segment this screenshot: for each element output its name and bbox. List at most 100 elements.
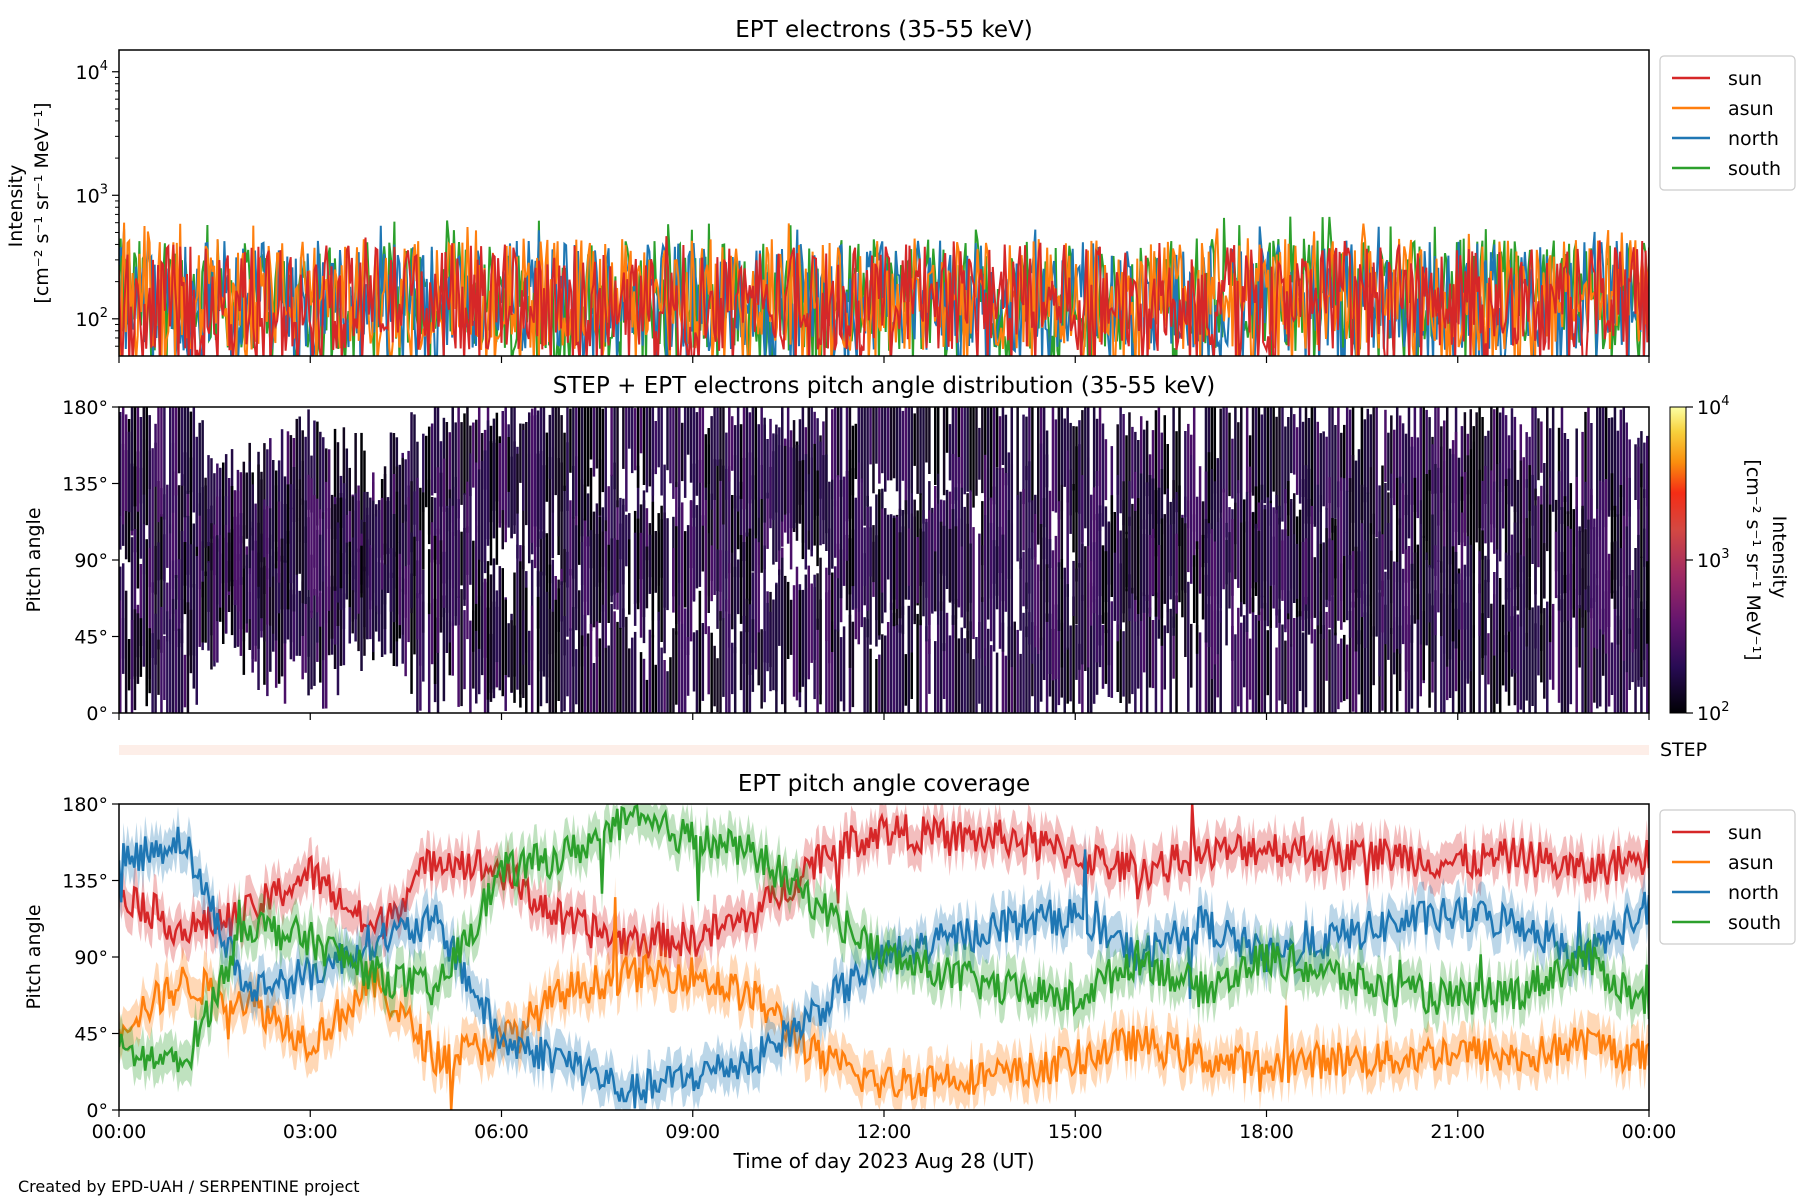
heatmap-cell bbox=[1619, 485, 1623, 587]
heatmap-cell bbox=[739, 535, 743, 624]
heatmap-cell bbox=[1134, 596, 1137, 713]
heatmap-cell bbox=[1522, 610, 1525, 713]
heatmap-cell bbox=[954, 526, 958, 639]
heatmap-cell bbox=[1007, 510, 1011, 660]
x-tick-label: 15:00 bbox=[1048, 1121, 1103, 1143]
heatmap-cell bbox=[1410, 615, 1414, 709]
heatmap-cell bbox=[675, 407, 678, 488]
heatmap-cell bbox=[1145, 594, 1149, 713]
heatmap-cell bbox=[1016, 407, 1019, 500]
heatmap-cell bbox=[1298, 509, 1302, 617]
heatmap-cell bbox=[963, 638, 966, 713]
heatmap-cell bbox=[1307, 418, 1311, 517]
heatmap-cell bbox=[881, 508, 884, 593]
heatmap-cell bbox=[248, 592, 251, 650]
heatmap-cell bbox=[725, 468, 728, 579]
heatmap-cell bbox=[869, 527, 872, 645]
heatmap-cell bbox=[1381, 465, 1384, 597]
heatmap-cell bbox=[1416, 544, 1420, 620]
heatmap-cell bbox=[1484, 465, 1487, 544]
heatmap-cell bbox=[1351, 551, 1355, 608]
heatmap-cell bbox=[792, 585, 796, 697]
heatmap-cell bbox=[451, 407, 454, 508]
heatmap-cell bbox=[810, 583, 813, 663]
heatmap-cell bbox=[1031, 532, 1034, 664]
colorbar-tick-label: 104 bbox=[1697, 394, 1729, 419]
heatmap-cell bbox=[483, 582, 487, 658]
heatmap-cell bbox=[536, 410, 540, 547]
heatmap-cell bbox=[863, 527, 866, 586]
heatmap-cell bbox=[130, 407, 134, 531]
heatmap-cell bbox=[1298, 407, 1302, 504]
heatmap-cell bbox=[1343, 556, 1346, 623]
heatmap-cell bbox=[586, 493, 590, 547]
heatmap-cell bbox=[1384, 482, 1387, 570]
heatmap-cell bbox=[698, 407, 702, 483]
heatmap-cell bbox=[1560, 407, 1564, 524]
heatmap-cell bbox=[831, 572, 834, 652]
heatmap-cell bbox=[1566, 526, 1570, 621]
heatmap-cell bbox=[522, 430, 525, 511]
heatmap-cell bbox=[121, 618, 125, 674]
heatmap-cell bbox=[1010, 523, 1014, 668]
heatmap-cell bbox=[486, 420, 490, 546]
heatmap-cell bbox=[1195, 625, 1199, 713]
heatmap-cell bbox=[957, 407, 961, 484]
heatmap-cell bbox=[795, 444, 799, 541]
heatmap-cell bbox=[539, 407, 543, 539]
heatmap-cell bbox=[675, 631, 678, 705]
heatmap-cell bbox=[1316, 421, 1320, 525]
heatmap-cell bbox=[425, 435, 428, 508]
heatmap-cell bbox=[1316, 576, 1320, 713]
heatmap-cell bbox=[480, 460, 484, 562]
heatmap-cell bbox=[701, 407, 705, 526]
heatmap-cell bbox=[995, 467, 999, 596]
heatmap-cell bbox=[1625, 526, 1628, 673]
heatmap-cell bbox=[475, 462, 478, 604]
heatmap-cell bbox=[1201, 501, 1205, 568]
heatmap-cell bbox=[619, 523, 622, 630]
heatmap-cell bbox=[1551, 603, 1555, 690]
heatmap-cell bbox=[733, 647, 737, 713]
heatmap-cell bbox=[501, 411, 504, 511]
heatmap-cell bbox=[1101, 423, 1105, 527]
heatmap-cell bbox=[1304, 538, 1308, 605]
heatmap-cell bbox=[639, 652, 643, 713]
heatmap-cell bbox=[960, 407, 963, 515]
heatmap-cell bbox=[1101, 545, 1105, 624]
heatmap-cell bbox=[748, 528, 752, 675]
heatmap-cell bbox=[939, 601, 943, 713]
heatmap-cell bbox=[1301, 632, 1305, 713]
heatmap-cell bbox=[878, 489, 881, 636]
heatmap-cell bbox=[648, 629, 652, 713]
heatmap-cell bbox=[1619, 548, 1623, 630]
heatmap-cell bbox=[1557, 427, 1561, 510]
heatmap-cell bbox=[513, 407, 516, 534]
heatmap-cell bbox=[1025, 416, 1028, 481]
heatmap-cell bbox=[333, 504, 337, 591]
y-tick-label: 104 bbox=[76, 59, 108, 84]
heatmap-cell bbox=[760, 629, 763, 709]
heatmap-cell bbox=[907, 528, 911, 586]
heatmap-cell bbox=[1343, 634, 1346, 701]
heatmap-cell bbox=[628, 407, 631, 449]
heatmap-cell bbox=[1137, 620, 1140, 689]
heatmap-cell bbox=[139, 618, 143, 677]
heatmap-cell bbox=[413, 414, 416, 525]
heatmap-cell bbox=[1137, 440, 1140, 530]
legend-label-north: north bbox=[1728, 882, 1779, 904]
heatmap-cell bbox=[616, 539, 619, 593]
heatmap-cell bbox=[1245, 407, 1249, 533]
heatmap-cell bbox=[507, 437, 510, 492]
heatmap-cell bbox=[163, 407, 166, 520]
heatmap-cell bbox=[127, 639, 131, 691]
heatmap-cell bbox=[148, 548, 151, 679]
heatmap-cell bbox=[833, 407, 837, 507]
heatmap-cell bbox=[895, 407, 899, 492]
heatmap-cell bbox=[1345, 532, 1349, 621]
heatmap-cell bbox=[954, 407, 958, 501]
heatmap-cell bbox=[1519, 460, 1523, 573]
heatmap-cell bbox=[119, 600, 122, 713]
heatmap-cell bbox=[1528, 538, 1531, 610]
heatmap-cell bbox=[733, 425, 737, 509]
